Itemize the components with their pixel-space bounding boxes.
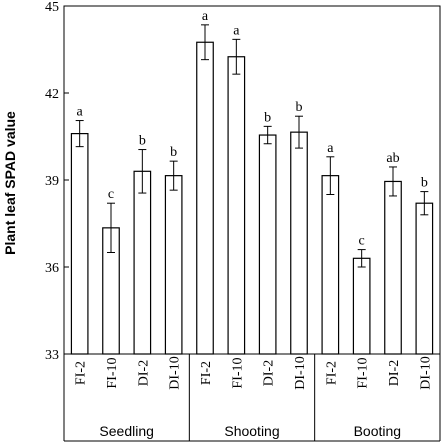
significance-letter: a xyxy=(77,105,84,120)
x-tick-label: FI-2 xyxy=(74,361,89,385)
x-tick-label: FI-2 xyxy=(324,361,339,385)
bar xyxy=(258,134,277,355)
bar xyxy=(384,180,402,355)
group-label: Seedling xyxy=(99,423,154,439)
x-tick-label: FI-10 xyxy=(356,357,371,388)
significance-letter: c xyxy=(359,234,365,249)
x-tick-label: DI-10 xyxy=(293,356,308,389)
x-tick-label: FI-2 xyxy=(199,361,214,385)
bars xyxy=(70,24,434,355)
axes xyxy=(63,5,441,442)
y-tick-label: 39 xyxy=(45,174,59,189)
y-tick-label: 36 xyxy=(45,261,59,276)
y-tick-label: 42 xyxy=(45,87,59,102)
significance-letter: a xyxy=(327,141,334,156)
significance-letter: a xyxy=(202,9,209,24)
x-tick-label: DI-2 xyxy=(262,360,277,386)
x-tick-label: FI-10 xyxy=(230,357,245,388)
significance-letter: b xyxy=(264,110,271,125)
x-tick-label: FI-10 xyxy=(105,357,120,388)
significance-letter: b xyxy=(296,100,303,115)
group-label: Booting xyxy=(354,423,401,439)
labels: 33 36 39 42 45 Seedling a FI-2 c FI-10 b DI-2 b DI-10… xyxy=(45,0,433,439)
y-axis-title: Plant leaf SPAD value xyxy=(2,111,18,255)
x-tick-label: DI-2 xyxy=(136,360,151,386)
bar xyxy=(415,202,434,355)
bar xyxy=(352,257,371,355)
bar xyxy=(227,56,246,355)
significance-letter: b xyxy=(170,145,177,160)
y-tick-label: 33 xyxy=(45,348,59,363)
group-label: Shooting xyxy=(224,423,279,439)
significance-letter: b xyxy=(139,134,146,149)
y-tick-label: 45 xyxy=(45,0,59,15)
bar xyxy=(290,131,308,355)
bar xyxy=(321,175,340,355)
significance-letter: a xyxy=(233,23,240,38)
significance-letter: b xyxy=(421,176,428,191)
bar xyxy=(196,41,214,355)
x-tick-label: DI-10 xyxy=(168,356,183,389)
bar xyxy=(70,133,89,355)
significance-letter: c xyxy=(108,187,114,202)
bar xyxy=(133,170,152,355)
x-tick-label: DI-10 xyxy=(418,356,433,389)
plot-frame xyxy=(63,5,441,355)
significance-letter: ab xyxy=(386,151,399,166)
bar xyxy=(164,175,183,355)
x-tick-label: DI-2 xyxy=(387,360,402,386)
